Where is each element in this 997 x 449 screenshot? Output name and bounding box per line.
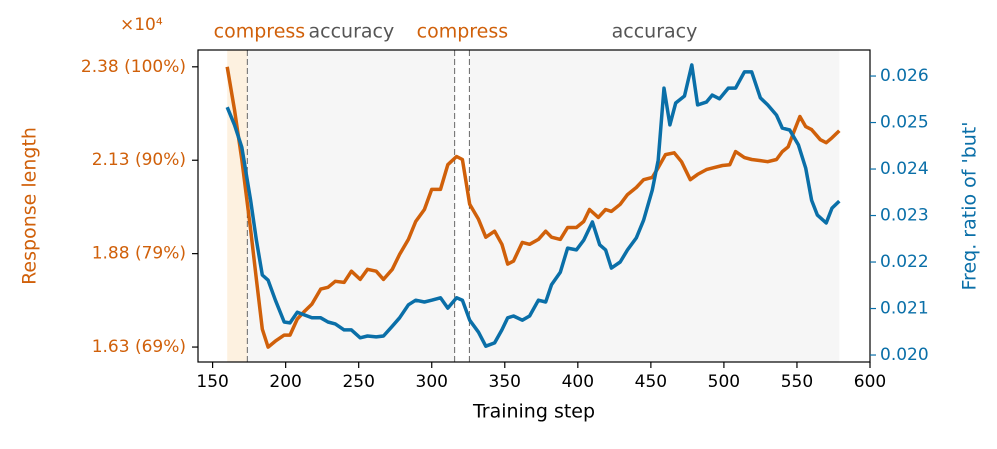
x-tick-label: 250 <box>342 372 374 392</box>
region <box>247 50 456 362</box>
y2-tick-label: 0.026 <box>880 66 929 86</box>
region-label: compress <box>417 21 509 43</box>
y-offset-label: ×10⁴ <box>120 15 163 35</box>
y2-tick-label: 0.022 <box>880 252 929 272</box>
region-label: compress <box>214 21 306 43</box>
series-line <box>225 66 841 349</box>
y2-axis-label: Freq. ratio of 'but' <box>959 122 981 291</box>
x-tick-label: 550 <box>781 372 813 392</box>
y-tick-label: 1.63 (69%) <box>92 337 186 357</box>
plot-frame <box>197 49 871 363</box>
x-tick-label: 350 <box>489 372 521 392</box>
x-tick-label: 600 <box>854 372 886 392</box>
y-tick-label: 2.38 (100%) <box>81 57 186 77</box>
y2-tick-label: 0.023 <box>880 206 929 226</box>
x-axis-label: Training step <box>472 401 595 423</box>
series-line <box>225 63 841 348</box>
x-tick-label: 200 <box>269 372 301 392</box>
x-tick-label: 150 <box>196 372 228 392</box>
y2-tick-label: 0.020 <box>880 345 929 365</box>
x-tick-label: 450 <box>635 372 667 392</box>
y-axis-label: Response length <box>19 127 41 285</box>
y2-tick-label: 0.024 <box>880 159 929 179</box>
y-tick-label: 1.88 (79%) <box>92 244 186 264</box>
region <box>469 50 840 362</box>
region-label: accuracy <box>309 21 395 43</box>
y2-tick-label: 0.021 <box>880 299 929 319</box>
region <box>227 50 248 362</box>
region-label: accuracy <box>612 21 698 43</box>
x-tick-label: 400 <box>562 372 594 392</box>
y-tick-label: 2.13 (90%) <box>92 150 186 170</box>
x-tick-label: 500 <box>708 372 740 392</box>
y2-tick-label: 0.025 <box>880 113 929 133</box>
region <box>455 50 470 362</box>
x-tick-label: 300 <box>416 372 448 392</box>
